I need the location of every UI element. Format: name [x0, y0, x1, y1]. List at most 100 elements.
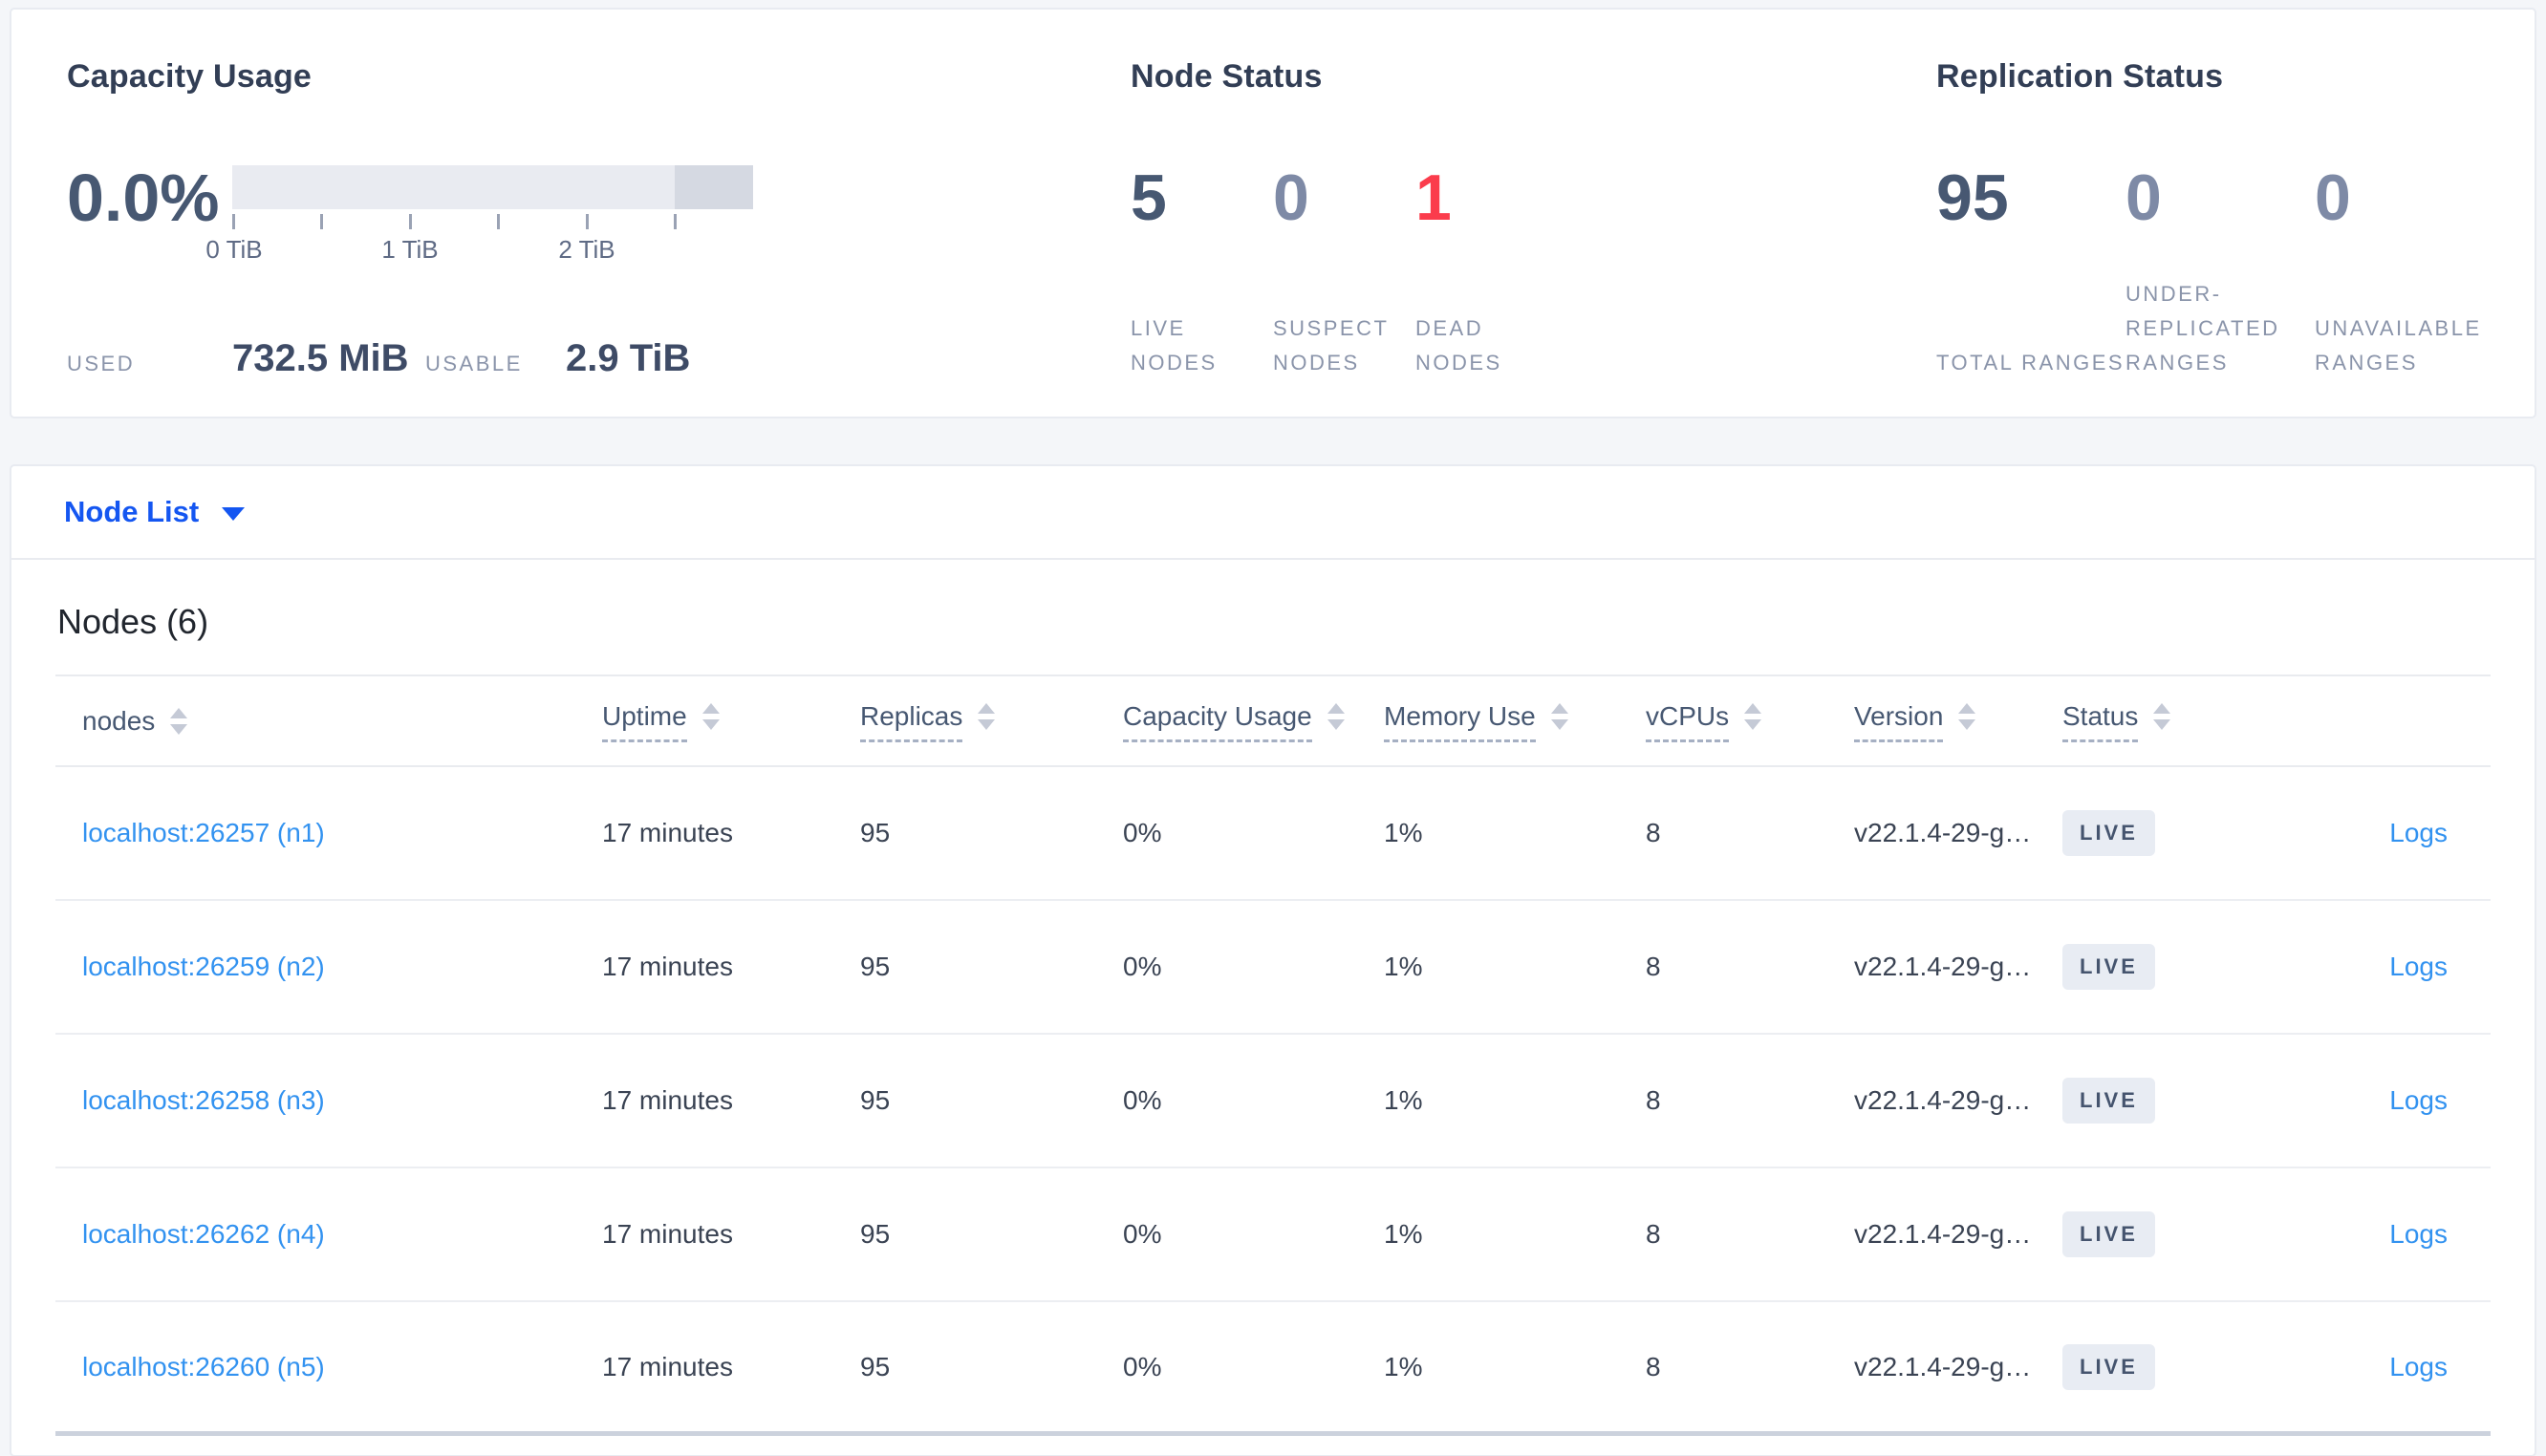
under-replicated-ranges-stat: 0 UNDER-REPLICATED RANGES — [2125, 159, 2315, 380]
capacity-cell: 0% — [1123, 1351, 1162, 1381]
version-cell: v22.1.4-29-g… — [1854, 1351, 2032, 1381]
memory-cell: 1% — [1384, 952, 1423, 981]
used-label: USED — [67, 352, 136, 375]
replication-status-stats: 95 TOTAL RANGES 0 UNDER-REPLICATED RANGE… — [1936, 159, 2535, 380]
axis-tick — [674, 214, 677, 229]
status-badge: LIVE — [2062, 1211, 2155, 1257]
column-header-nodes[interactable]: nodes — [55, 705, 602, 738]
capacity-usage-section: Capacity Usage 0.0% 0 TiB 1 TiB — [67, 55, 1131, 380]
logs-link[interactable]: Logs — [2389, 952, 2448, 981]
capacity-bar — [232, 165, 753, 209]
total-ranges-count: 95 — [1936, 161, 2009, 234]
logs-link[interactable]: Logs — [2389, 1351, 2448, 1381]
capacity-used-usable-row: USED 732.5 MiB USABLE 2.9 TiB — [67, 337, 1131, 380]
total-ranges-label: TOTAL RANGES — [1936, 351, 2125, 375]
axis-tick — [320, 214, 323, 229]
column-header-capacity-usage[interactable]: Capacity Usage — [1123, 700, 1384, 742]
uptime-cell: 17 minutes — [602, 1085, 733, 1115]
dead-nodes-label: DEAD NODES — [1415, 316, 1502, 375]
sort-icon — [1744, 702, 1762, 730]
capacity-bar-right-segment — [675, 165, 753, 209]
replication-status-section: Replication Status 95 TOTAL RANGES 0 UND… — [1936, 55, 2535, 380]
node-link[interactable]: localhost:26259 (n2) — [82, 952, 325, 981]
logs-link[interactable]: Logs — [2389, 1219, 2448, 1249]
column-header-version[interactable]: Version — [1854, 700, 2062, 742]
vcpus-cell: 8 — [1646, 952, 1661, 981]
live-nodes-count: 5 — [1131, 161, 1167, 234]
view-selector-row: Node List — [11, 466, 2535, 560]
node-status-stats: 5 LIVE NODES 0 SUSPECT NODES 1 DEAD NODE… — [1131, 159, 1936, 380]
version-cell: v22.1.4-29-g… — [1854, 1219, 2032, 1249]
column-header-memory-use[interactable]: Memory Use — [1384, 700, 1646, 742]
node-link[interactable]: localhost:26262 (n4) — [82, 1219, 325, 1249]
memory-cell: 1% — [1384, 1085, 1423, 1115]
capacity-cell: 0% — [1123, 1085, 1162, 1115]
unavailable-ranges-stat: 0 UNAVAILABLE RANGES — [2315, 159, 2504, 380]
column-header-vcpus[interactable]: vCPUs — [1646, 700, 1854, 742]
capacity-bar-chart: 0 TiB 1 TiB 2 TiB — [205, 159, 753, 268]
suspect-nodes-stat: 0 SUSPECT NODES — [1273, 159, 1415, 380]
caret-down-icon — [222, 507, 246, 521]
version-cell: v22.1.4-29-g… — [1854, 1085, 2032, 1115]
status-badge: LIVE — [2062, 1343, 2155, 1390]
memory-cell: 1% — [1384, 1219, 1423, 1249]
usable-label: USABLE — [425, 352, 523, 375]
axis-label: 2 TiB — [558, 235, 615, 264]
replicas-cell: 95 — [860, 818, 891, 847]
nodes-table-area: Nodes (6) nodes Uptime Replicas Capacity… — [11, 602, 2535, 1436]
dead-nodes-count: 1 — [1415, 161, 1452, 234]
axis-tick — [232, 214, 235, 229]
uptime-cell: 17 minutes — [602, 952, 733, 981]
node-link[interactable]: localhost:26258 (n3) — [82, 1085, 325, 1115]
axis-label: 0 TiB — [205, 235, 263, 264]
logs-link[interactable]: Logs — [2389, 818, 2448, 847]
sort-icon — [170, 707, 188, 735]
sort-icon — [1958, 702, 1976, 730]
node-status-section: Node Status 5 LIVE NODES 0 SUSPECT NODES… — [1131, 55, 1936, 380]
capacity-usage-title: Capacity Usage — [67, 58, 313, 95]
replication-status-title: Replication Status — [1936, 58, 2224, 95]
column-header-uptime[interactable]: Uptime — [602, 700, 860, 742]
unavailable-ranges-count: 0 — [2315, 161, 2351, 234]
under-replicated-ranges-label: UNDER-REPLICATED RANGES — [2125, 282, 2280, 375]
dead-nodes-stat: 1 DEAD NODES — [1415, 159, 1558, 380]
table-row: localhost:26257 (n1) 17 minutes 95 0% 1%… — [55, 767, 2491, 901]
live-nodes-label: LIVE NODES — [1131, 316, 1218, 375]
node-link[interactable]: localhost:26260 (n5) — [82, 1351, 325, 1381]
status-badge: LIVE — [2062, 1078, 2155, 1124]
memory-cell: 1% — [1384, 818, 1423, 847]
column-header-replicas[interactable]: Replicas — [860, 700, 1123, 742]
suspect-nodes-label: SUSPECT NODES — [1273, 316, 1390, 375]
node-list-card: Node List Nodes (6) nodes Uptime Replica… — [10, 464, 2536, 1456]
axis-tick — [409, 214, 412, 229]
logs-link[interactable]: Logs — [2389, 1085, 2448, 1115]
capacity-used-percent: 0.0% — [67, 161, 220, 235]
status-badge: LIVE — [2062, 944, 2155, 990]
column-header-status[interactable]: Status — [2062, 700, 2244, 742]
capacity-cell: 0% — [1123, 818, 1162, 847]
axis-tick — [586, 214, 589, 229]
memory-cell: 1% — [1384, 1351, 1423, 1381]
vcpus-cell: 8 — [1646, 1085, 1661, 1115]
uptime-cell: 17 minutes — [602, 1219, 733, 1249]
capacity-axis-labels: 0 TiB 1 TiB 2 TiB — [205, 235, 753, 268]
node-list-dropdown[interactable]: Node List — [64, 495, 200, 528]
vcpus-cell: 8 — [1646, 1351, 1661, 1381]
nodes-table-header: nodes Uptime Replicas Capacity Usage Mem… — [55, 674, 2491, 767]
vcpus-cell: 8 — [1646, 1219, 1661, 1249]
table-row: localhost:26262 (n4) 17 minutes 95 0% 1%… — [55, 1168, 2491, 1302]
capacity-cell: 0% — [1123, 1219, 1162, 1249]
total-ranges-stat: 95 TOTAL RANGES — [1936, 159, 2125, 380]
sort-icon — [1327, 702, 1345, 730]
sort-icon — [701, 702, 720, 730]
sort-icon — [1550, 702, 1568, 730]
table-row: localhost:26260 (n5) 17 minutes 95 0% 1%… — [55, 1302, 2491, 1436]
sort-icon — [978, 702, 996, 730]
unavailable-ranges-label: UNAVAILABLE RANGES — [2315, 316, 2482, 375]
suspect-nodes-count: 0 — [1273, 161, 1309, 234]
live-nodes-stat: 5 LIVE NODES — [1131, 159, 1273, 380]
axis-label: 1 TiB — [381, 235, 439, 264]
vcpus-cell: 8 — [1646, 818, 1661, 847]
replicas-cell: 95 — [860, 1351, 891, 1381]
node-link[interactable]: localhost:26257 (n1) — [82, 818, 325, 847]
